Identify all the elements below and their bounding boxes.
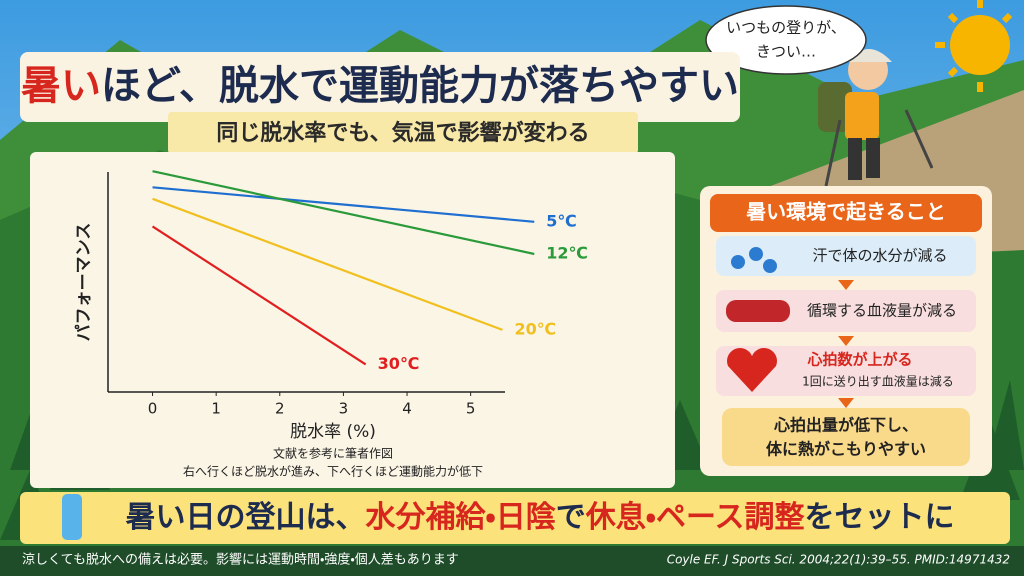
banner-text: 暑い日の登山は、水分補給・日陰で休息・ペース調整をセットに	[126, 500, 955, 535]
x-tick-label: 4	[402, 400, 412, 418]
banner-part: で	[556, 500, 586, 535]
vessel-icon	[726, 300, 790, 322]
x-axis-label: 脱水率 (%)	[290, 422, 376, 442]
hiker	[818, 49, 934, 187]
heart-icon	[727, 348, 777, 392]
banner-highlight: 休息・ペース調整	[585, 500, 805, 535]
bubble-text: きつい…	[756, 43, 816, 61]
x-tick-label: 5	[466, 400, 476, 418]
step-box	[716, 346, 976, 396]
step-note: 1回に送り出す血液量は減る	[802, 374, 954, 389]
chart-panel	[30, 152, 675, 488]
step-box	[716, 236, 976, 276]
drops-icon	[731, 247, 777, 273]
arrow	[838, 398, 854, 408]
step-text: 汗で体の水分が減る	[812, 247, 947, 265]
title-box	[20, 52, 740, 122]
banner-highlight: 水分補給・日陰	[365, 500, 556, 535]
step-text: 心拍出量が低下し、	[773, 416, 918, 435]
series-label: 20℃	[514, 319, 556, 338]
banner-part: をセットに	[804, 500, 954, 535]
series-label: 12℃	[546, 244, 588, 263]
bubble-text: いつもの登りが、	[726, 19, 846, 37]
step-box	[722, 408, 970, 466]
x-tick-label: 2	[275, 400, 285, 418]
y-axis-label: パフォーマンス	[74, 223, 94, 342]
footer-bar	[0, 546, 1024, 576]
x-tick-label: 0	[148, 400, 158, 418]
x-tick-label: 1	[211, 400, 221, 418]
step-text: 体に熱がこもりやすい	[766, 440, 926, 459]
footer-note: 涼しくても脱水への備えは必要。影響には運動時間・強度・個人差もあります	[22, 552, 459, 568]
title-highlight: 暑い	[21, 63, 101, 109]
step-text: 心拍数が上がる	[806, 351, 912, 369]
step-text: 循環する血液量が減る	[807, 302, 957, 320]
citation: Coyle EF. J Sports Sci. 2004;22(1):39–55…	[667, 553, 1010, 567]
series-line	[151, 225, 367, 366]
title: 暑いほど、脱水で運動能力が落ちやすい	[21, 63, 739, 109]
series-label: 30℃	[378, 354, 420, 373]
series-line	[152, 170, 535, 256]
arrow	[838, 336, 854, 346]
x-tick-label: 3	[339, 400, 349, 418]
series-line	[152, 186, 535, 223]
sun	[935, 0, 1013, 92]
subtitle: 同じ脱水率でも、気温で影響が変わる	[216, 120, 589, 146]
side-panel-title: 暑い環境で起きること	[746, 200, 946, 224]
chart-note: 文献を参考に筆者作図	[273, 447, 393, 461]
title-text: ほど、脱水で運動能力が落ちやすい	[101, 63, 739, 109]
chart: 0 1 2 3 4 5 脱水率 (%) パフォーマンス文献を参考に筆者作図右へ行くほど脱水が進…	[74, 170, 588, 479]
chart-note: 右へ行くほど脱水が進み、下へ行くほど運動能力が低下	[183, 464, 483, 479]
banner	[20, 492, 1010, 544]
series-label: 5℃	[546, 211, 577, 230]
series-line	[152, 197, 503, 331]
banner-part: 暑い日の登山は、	[126, 500, 366, 535]
subtitle-box	[168, 112, 638, 154]
bottle-icon	[62, 494, 82, 540]
side-panel-title-box	[710, 194, 982, 232]
arrow	[838, 280, 854, 290]
speech-bubble	[705, 5, 867, 75]
